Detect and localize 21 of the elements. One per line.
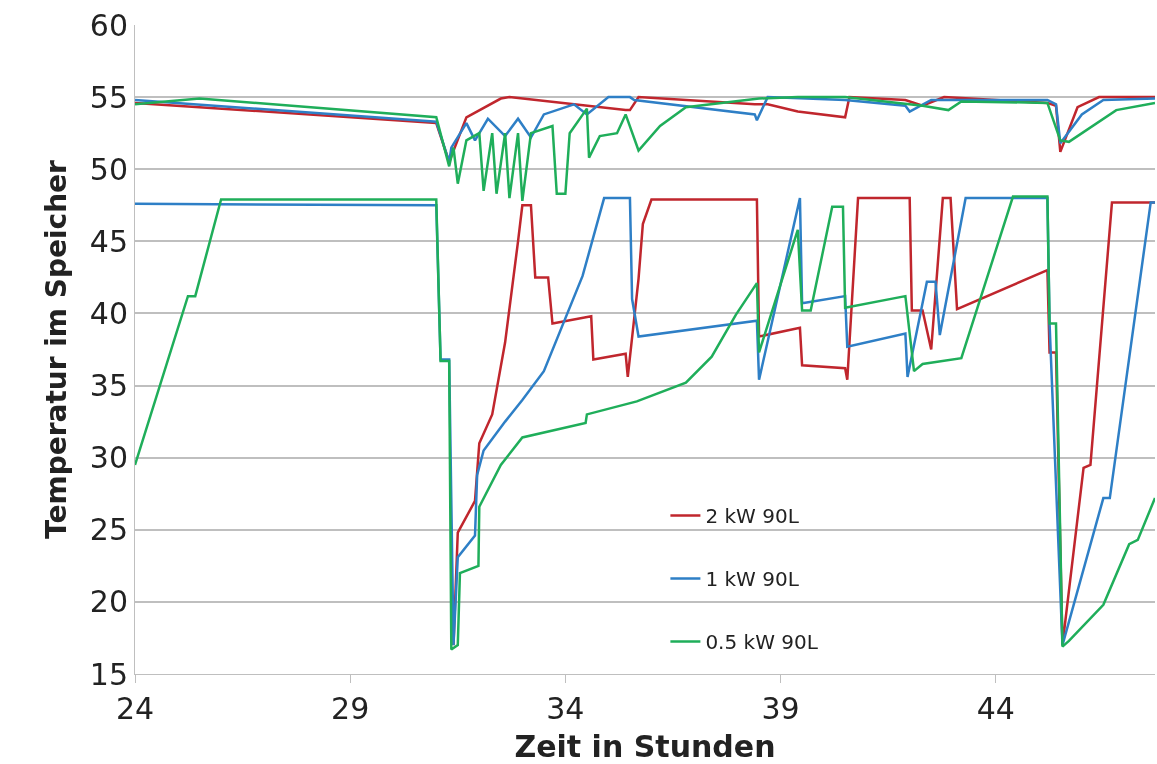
legend-label: 2 kW 90L <box>705 504 800 529</box>
y-tick-label: 25 <box>89 512 128 548</box>
x-tick-label: 44 <box>976 691 1015 726</box>
x-tick-label: 39 <box>761 691 800 726</box>
x-tick-label: 24 <box>115 691 155 726</box>
y-axis-title: Temperatur im Speicher <box>39 159 73 539</box>
legend-label: 0.5 kW 90L <box>705 630 819 655</box>
x-axis-title: Zeit in Stunden <box>514 729 776 764</box>
y-tick-label: 40 <box>89 295 128 331</box>
y-tick-label: 20 <box>89 584 128 620</box>
y-tick-label: 45 <box>89 223 128 259</box>
y-tick-label: 60 <box>89 7 128 43</box>
x-tick-label: 29 <box>331 691 370 726</box>
x-tick-label: 34 <box>546 691 585 726</box>
y-tick-label: 15 <box>89 656 128 692</box>
y-tick-label: 30 <box>89 440 128 476</box>
y-tick-label: 35 <box>89 368 128 404</box>
y-tick-label: 50 <box>89 151 128 187</box>
line-series <box>135 95 1155 203</box>
legend-label: 1 kW 90L <box>705 567 800 592</box>
y-tick-label: 55 <box>89 79 128 115</box>
